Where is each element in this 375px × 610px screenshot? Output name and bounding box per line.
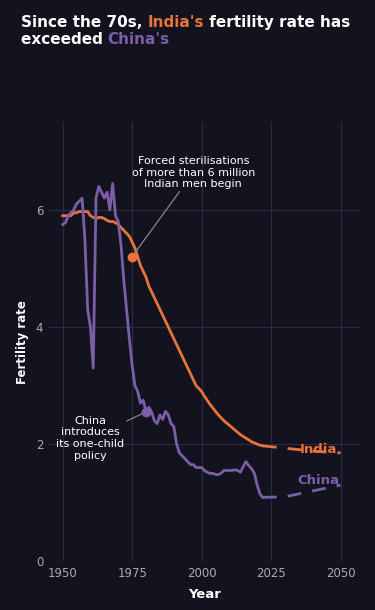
Text: India's: India's	[147, 15, 204, 30]
Text: India: India	[300, 443, 337, 456]
Text: China: China	[297, 474, 339, 487]
Text: China's: China's	[108, 32, 170, 47]
Text: Forced sterilisations
of more than 6 million
Indian men begin: Forced sterilisations of more than 6 mil…	[132, 156, 255, 254]
Text: exceeded: exceeded	[21, 32, 108, 47]
Y-axis label: Fertility rate: Fertility rate	[16, 300, 29, 384]
Text: fertility rate has: fertility rate has	[204, 15, 350, 30]
Text: Since the 70s,: Since the 70s,	[21, 15, 147, 30]
Text: China
introduces
its one-child
policy: China introduces its one-child policy	[56, 413, 144, 461]
X-axis label: Year: Year	[188, 588, 221, 601]
